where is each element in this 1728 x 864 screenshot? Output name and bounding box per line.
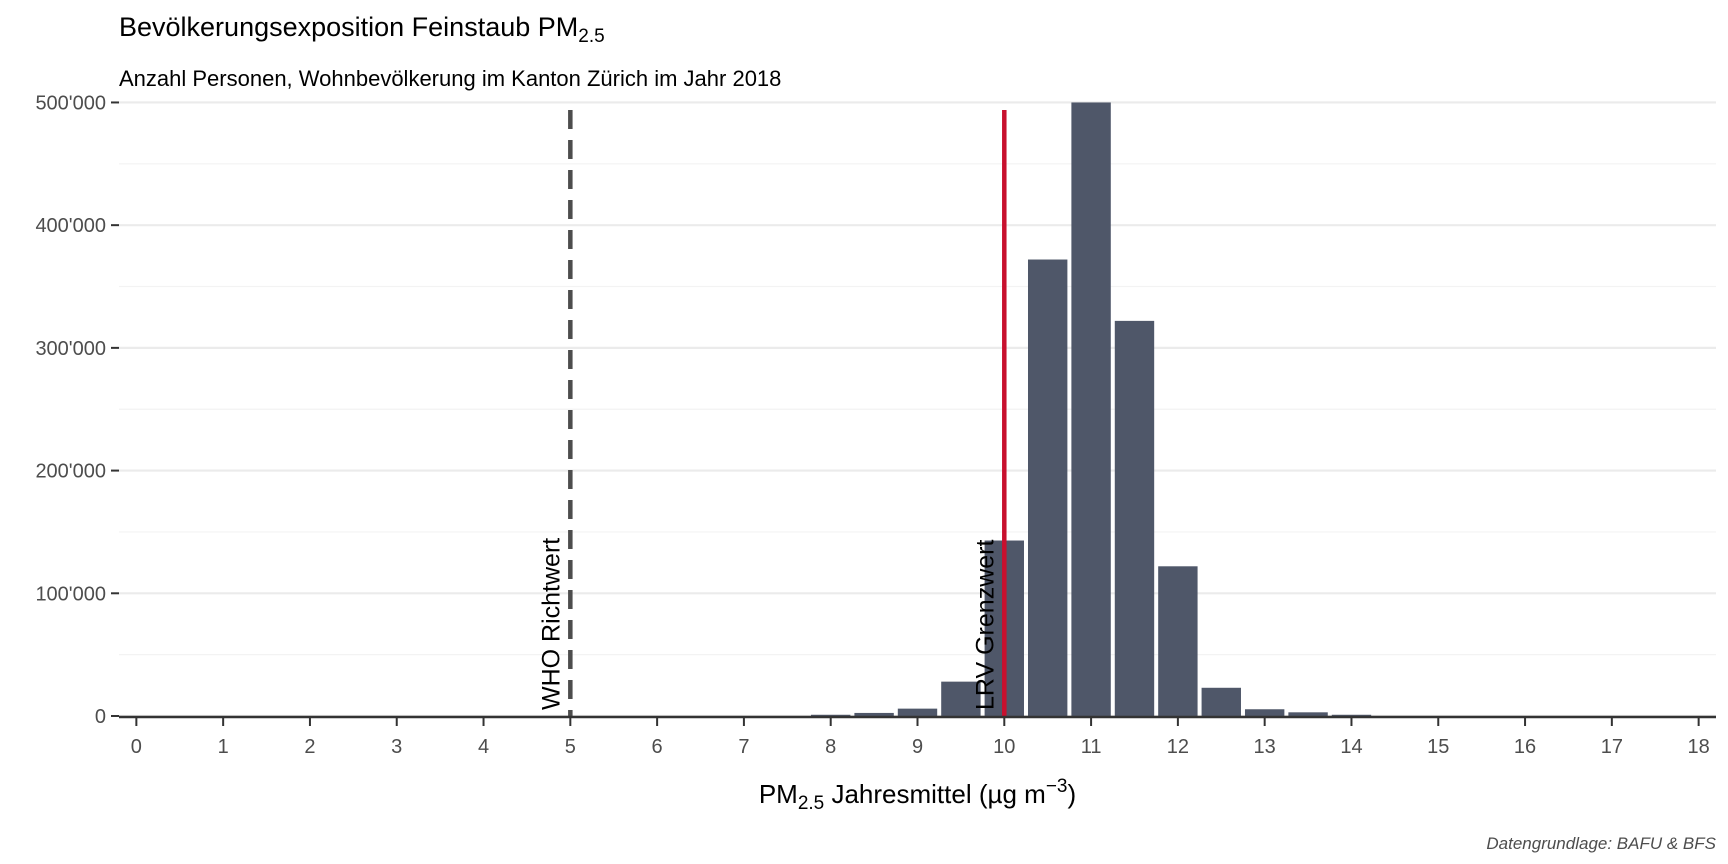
x-axis-ticks: 0 1 2 3 4 5 6 7 8 9 10 11 12 13 14 15 16 17 18: [131, 717, 1710, 758]
y-tick-label: 300'000: [35, 338, 106, 360]
x-axis-label-main: Jahresmittel (µg m: [824, 779, 1046, 809]
reference-lines-group: WHO Richtwert LRV Grenzwert: [537, 110, 1007, 716]
x-tick-label: 5: [565, 736, 576, 758]
x-tick-label: 16: [1514, 736, 1536, 758]
x-tick-label: 8: [825, 736, 836, 758]
histogram-bar: [1071, 102, 1111, 717]
lrv-grenzwert-label: LRV Grenzwert: [971, 540, 999, 710]
x-axis-label-subscript: 2.5: [798, 793, 824, 814]
chart-title: Bevölkerungsexposition Feinstaub PM2.5: [119, 12, 605, 48]
histogram-bar: [854, 712, 894, 716]
histogram-bar: [811, 714, 851, 716]
histogram-bar: [1114, 320, 1155, 716]
y-tick-label: 500'000: [35, 92, 106, 114]
x-tick-label: 2: [304, 736, 315, 758]
histogram-bar: [897, 708, 938, 716]
data-source-caption: Datengrundlage: BAFU & BFS: [1486, 834, 1716, 853]
histogram-bar: [1244, 709, 1285, 716]
x-axis-label-suffix: ): [1068, 779, 1077, 809]
minor-gridlines: [119, 163, 1716, 656]
histogram-bar: [1331, 714, 1372, 716]
x-tick-label: 11: [1081, 736, 1102, 758]
x-tick-label: 18: [1688, 736, 1710, 758]
histogram-bar: [1158, 566, 1198, 716]
x-tick-label: 12: [1167, 736, 1189, 758]
x-tick-label: 4: [478, 736, 489, 758]
x-tick-label: 17: [1601, 736, 1623, 758]
x-axis-label-superscript: −3: [1046, 776, 1068, 797]
x-tick-label: 0: [131, 736, 142, 758]
x-tick-label: 1: [218, 736, 229, 758]
x-tick-label: 13: [1254, 736, 1276, 758]
x-tick-label: 15: [1427, 736, 1449, 758]
x-tick-label: 3: [391, 736, 402, 758]
x-axis-label-prefix: PM: [759, 779, 798, 809]
histogram-bar: [941, 681, 981, 716]
x-tick-label: 7: [738, 736, 749, 758]
x-tick-label: 6: [652, 736, 663, 758]
x-axis-label: PM2.5 Jahresmittel (µg m−3): [759, 776, 1076, 814]
y-tick-label: 200'000: [35, 461, 106, 483]
histogram-bar: [1288, 712, 1328, 716]
x-tick-label: 9: [912, 736, 923, 758]
y-axis-ticks: 0 100'000 200'000 300'000 400'000 500'000: [35, 92, 119, 728]
y-tick-label: 100'000: [35, 583, 106, 605]
chart-title-text: Bevölkerungsexposition Feinstaub PM: [119, 12, 579, 42]
x-tick-label: 14: [1340, 736, 1362, 758]
chart-title-subscript: 2.5: [578, 26, 605, 47]
histogram-bar: [1027, 259, 1068, 716]
x-tick-label: 10: [993, 736, 1015, 758]
histogram-bar: [1201, 687, 1241, 716]
who-richtwert-label: WHO Richtwert: [537, 538, 565, 710]
chart-subtitle: Anzahl Personen, Wohnbevölkerung im Kant…: [119, 66, 782, 91]
y-tick-label: 400'000: [35, 215, 106, 237]
y-tick-label: 0: [95, 706, 106, 728]
